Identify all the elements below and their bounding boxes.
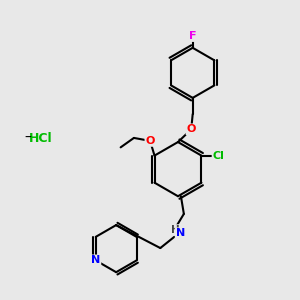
Text: Cl: Cl	[213, 151, 224, 160]
Text: –: –	[24, 131, 31, 145]
Text: H: H	[171, 225, 179, 235]
Text: O: O	[146, 136, 155, 146]
Text: HCl: HCl	[29, 132, 53, 145]
Text: F: F	[189, 31, 196, 41]
Text: N: N	[91, 255, 101, 266]
Text: N: N	[176, 228, 185, 238]
Text: O: O	[187, 124, 196, 134]
